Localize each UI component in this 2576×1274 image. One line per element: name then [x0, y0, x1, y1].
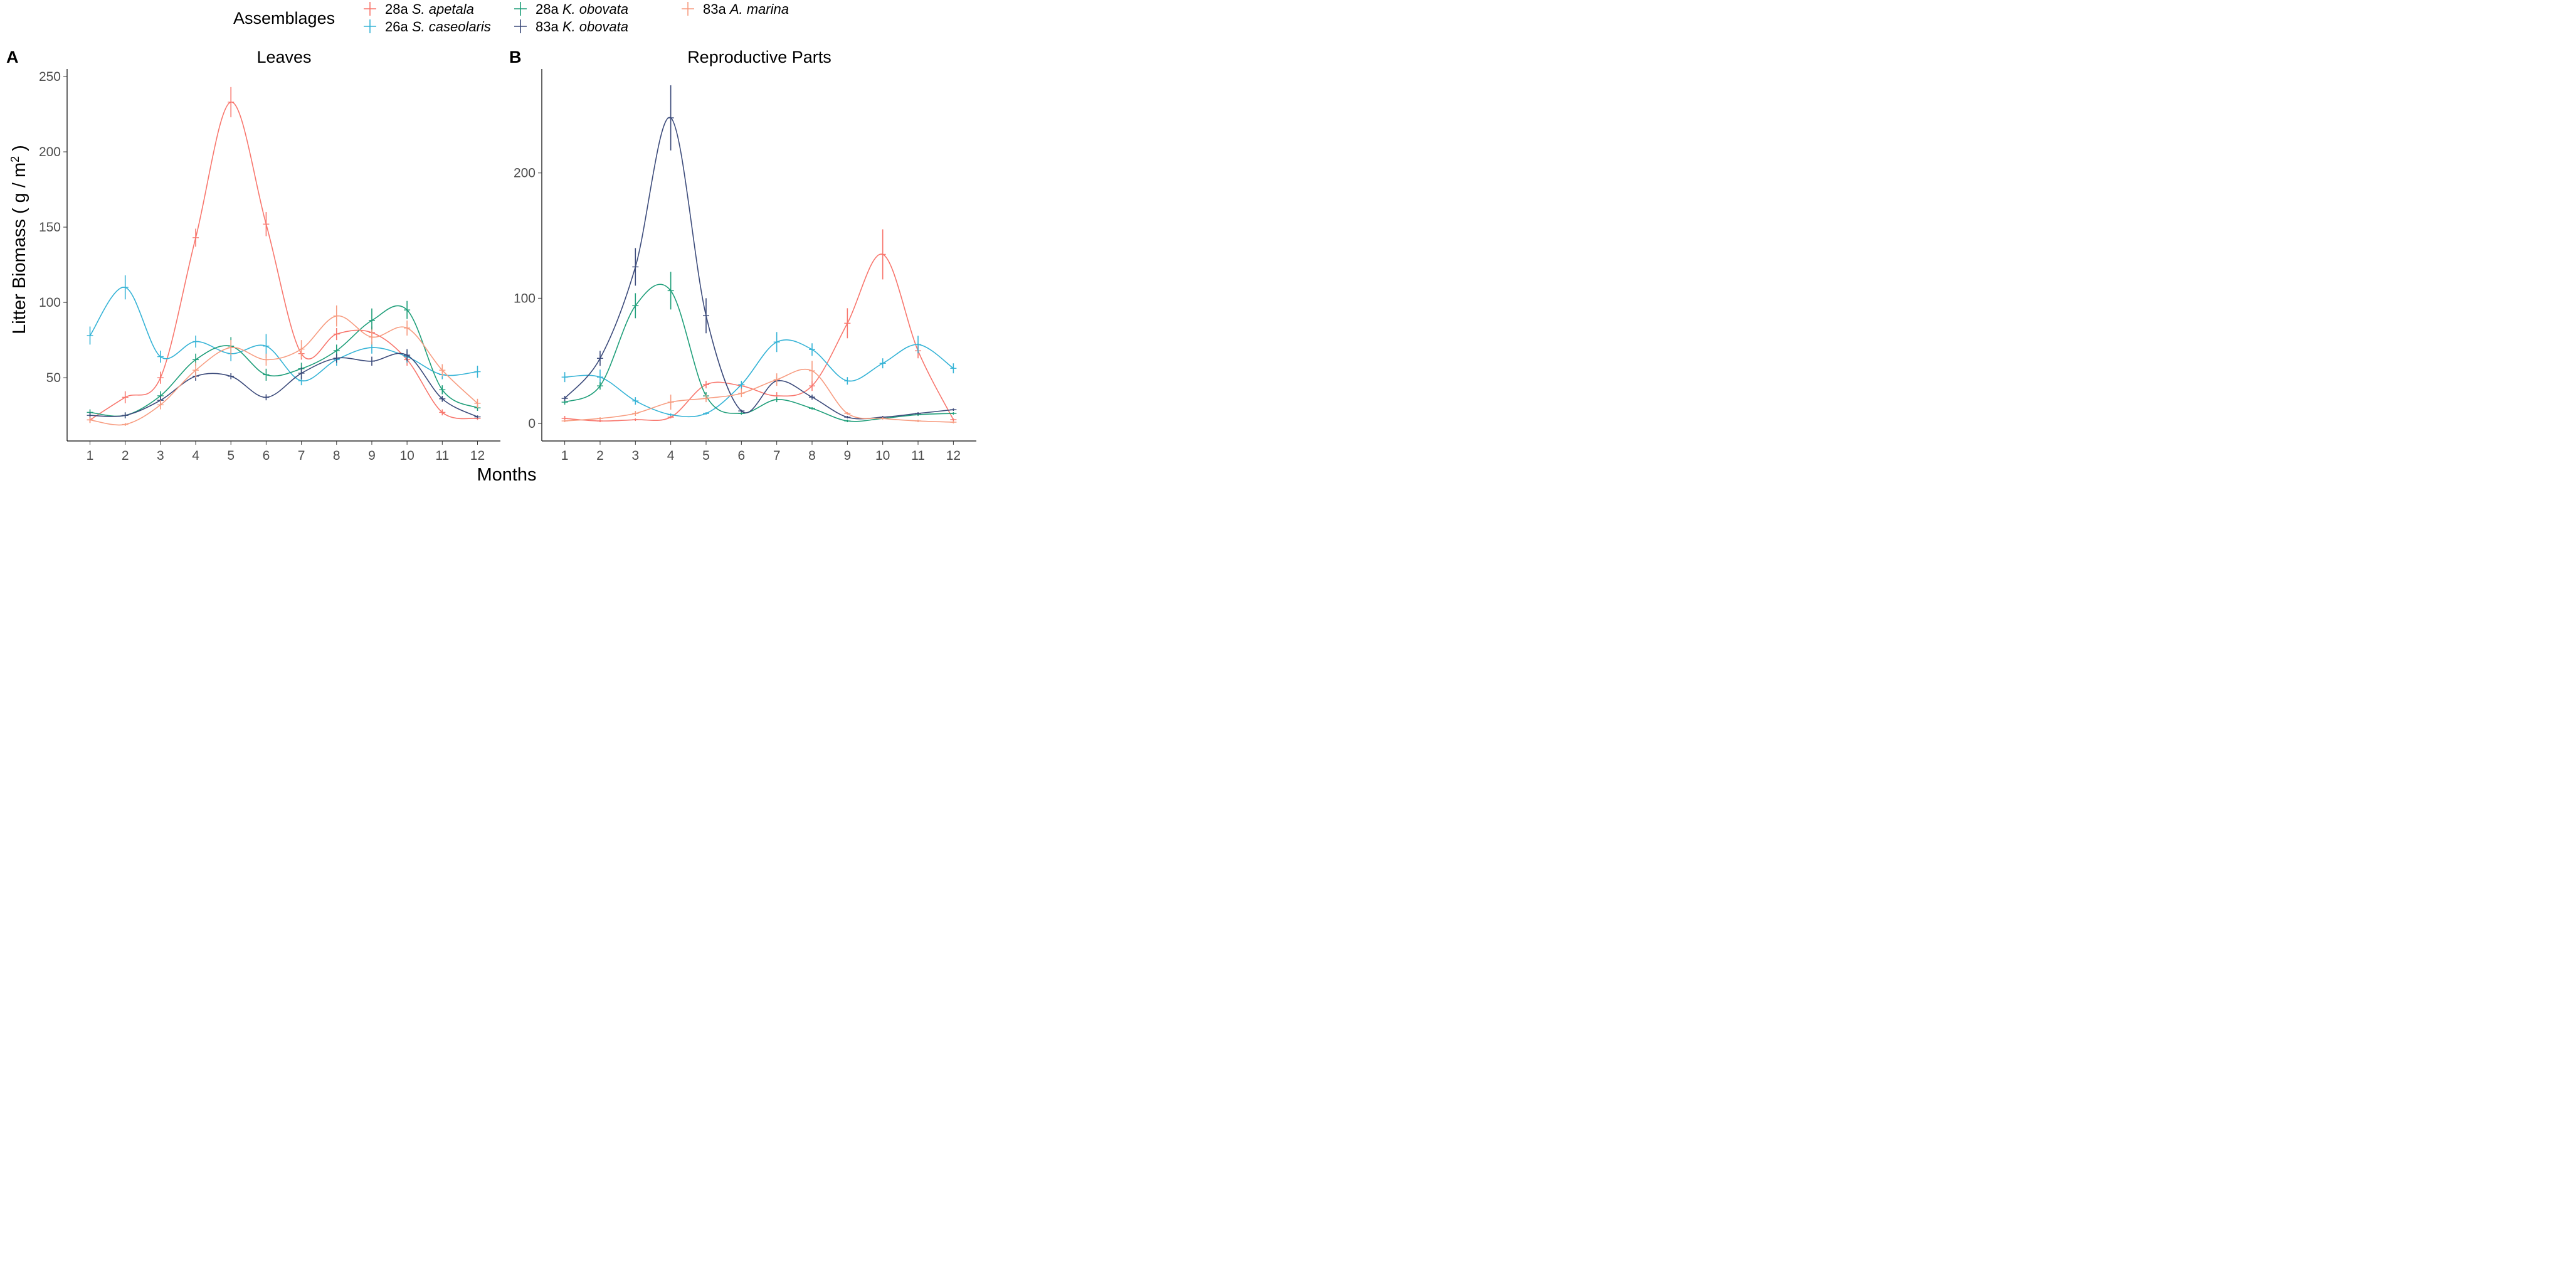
legend-entry: 83a A. marina — [682, 1, 789, 17]
panel-a-title: Leaves — [256, 48, 311, 66]
x-tick-label: 8 — [808, 449, 816, 463]
panel-a-label: A — [6, 48, 19, 66]
legend-site: 83a — [536, 19, 562, 35]
x-tick-label: 6 — [263, 449, 270, 463]
x-tick-label: 8 — [333, 449, 340, 463]
y-axis-title: Litter Biomass ( g / m2 ) — [9, 145, 29, 334]
series-26a-s-caseolaris — [561, 332, 957, 418]
x-tick-label: 11 — [911, 449, 925, 463]
series-83a-k-obovata — [561, 85, 957, 420]
x-tick-label: 11 — [435, 449, 449, 463]
legend-species: A. marina — [729, 1, 789, 17]
x-tick-label: 9 — [844, 449, 852, 463]
y-tick-label: 150 — [39, 220, 61, 235]
svg-text:Litter Biomass ( g / m2 ): Litter Biomass ( g / m2 ) — [9, 145, 29, 334]
series-83a-a-marina — [561, 361, 957, 424]
series-26a-s-caseolaris — [87, 275, 481, 386]
series-line — [90, 102, 478, 421]
x-tick-label: 5 — [227, 449, 235, 463]
legend-label: 26a S. caseolaris — [385, 19, 491, 35]
legend-site: 26a — [385, 19, 412, 35]
legend-label: 83a K. obovata — [536, 19, 628, 35]
x-tick-label: 2 — [596, 449, 604, 463]
x-tick-label: 10 — [399, 449, 414, 463]
legend-site: 28a — [385, 1, 412, 17]
legend-label: 28a S. apetala — [385, 1, 474, 17]
x-axis-title: Months — [477, 465, 536, 485]
panel-b-label: B — [509, 48, 522, 66]
y-tick-label: 100 — [39, 295, 61, 310]
panel-b-series — [561, 85, 957, 424]
legend-species: K. obovata — [562, 19, 628, 35]
x-tick-label: 1 — [561, 449, 569, 463]
legend-entry: 28a S. apetala — [364, 1, 474, 17]
x-tick-label: 10 — [875, 449, 890, 463]
legend-entry: 26a S. caseolaris — [364, 19, 491, 35]
legend-title: Assemblages — [233, 9, 335, 28]
x-tick-label: 12 — [946, 449, 961, 463]
series-line — [90, 315, 478, 426]
x-tick-label: 7 — [298, 449, 305, 463]
x-tick-label: 1 — [87, 449, 94, 463]
legend-label: 83a A. marina — [703, 1, 789, 17]
legend-entry: 83a K. obovata — [514, 19, 628, 35]
y-tick-label: 200 — [39, 145, 61, 159]
series-83a-a-marina — [87, 305, 481, 426]
x-tick-label: 4 — [667, 449, 675, 463]
legend-species: K. obovata — [562, 1, 628, 17]
legend-species: S. apetala — [412, 1, 474, 17]
y-axis-title-main: Litter Biomass ( g / m — [9, 162, 29, 334]
x-tick-label: 2 — [122, 449, 129, 463]
series-line — [564, 253, 954, 422]
y-axis-title-end: ) — [9, 145, 29, 156]
y-axis-title-sup: 2 — [9, 156, 21, 162]
x-tick-label: 7 — [773, 449, 781, 463]
y-tick-label: 50 — [46, 371, 61, 385]
x-tick-label: 6 — [737, 449, 745, 463]
legend-label: 28a K. obovata — [536, 1, 628, 17]
series-28a-s-apetala — [561, 229, 957, 423]
legend-site: 83a — [703, 1, 730, 17]
y-tick-label: 250 — [39, 70, 61, 84]
y-tick-label: 200 — [514, 166, 536, 181]
series-line — [564, 339, 954, 418]
x-tick-label: 3 — [157, 449, 164, 463]
series-line — [564, 368, 954, 423]
x-tick-label: 4 — [192, 449, 199, 463]
legend-site: 28a — [536, 1, 562, 17]
panel-b-title: Reproductive Parts — [687, 48, 831, 66]
x-tick-label: 5 — [702, 449, 710, 463]
x-tick-label: 9 — [368, 449, 376, 463]
x-tick-label: 3 — [631, 449, 639, 463]
panel-a-series — [87, 87, 481, 426]
y-tick-label: 0 — [528, 417, 536, 431]
legend-entry: 28a K. obovata — [514, 1, 628, 17]
legend-species: S. caseolaris — [412, 19, 491, 35]
series-83a-k-obovata — [87, 349, 481, 418]
series-line — [564, 117, 954, 420]
series-line — [90, 305, 478, 417]
series-28a-k-obovata — [87, 300, 481, 418]
series-28a-k-obovata — [561, 272, 957, 423]
series-28a-s-apetala — [87, 87, 481, 423]
y-tick-label: 100 — [514, 291, 536, 305]
x-tick-label: 12 — [470, 449, 485, 463]
